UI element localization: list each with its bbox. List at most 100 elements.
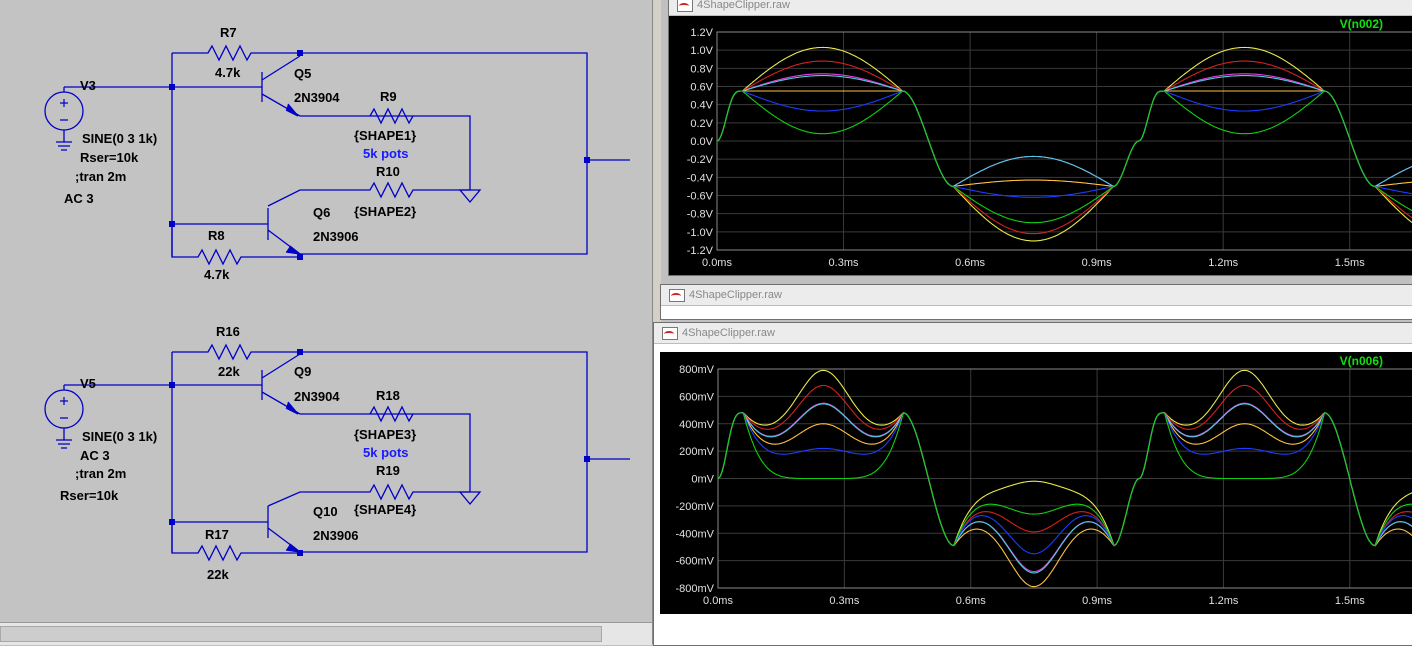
window-title: 4ShapeClipper.raw xyxy=(697,0,790,11)
trace-yellow xyxy=(717,46,1412,242)
q10-name-label: Q10 xyxy=(313,504,338,519)
r9-name-label: R9 xyxy=(380,89,397,104)
trace-green xyxy=(718,412,1412,547)
x-tick-label: 0.9ms xyxy=(1082,595,1112,607)
trace-title[interactable]: V(n002) xyxy=(1340,17,1383,31)
trace-orange xyxy=(717,90,1412,187)
window-title: 4ShapeClipper.raw xyxy=(689,289,782,301)
chart-v-n006[interactable]: 800mV 600mV 400mV 200mV 0mV -200mV -400mV -600m… xyxy=(660,352,1412,614)
y-tick-label: 0mV xyxy=(691,474,714,486)
trace-yellow xyxy=(718,369,1412,547)
y-tick-label: 800mV xyxy=(679,364,715,376)
q6-name-label: Q6 xyxy=(313,205,330,220)
schematic-horizontal-scrollbar[interactable] xyxy=(0,622,652,645)
schematic-editor[interactable]: V3 SINE(0 3 1k) Rser=10k ;tran 2m AC 3 R… xyxy=(0,0,652,645)
r18-name-label: R18 xyxy=(376,388,400,403)
trace-red xyxy=(717,60,1412,235)
trace-blue xyxy=(717,90,1412,198)
y-tick-label: -800mV xyxy=(675,583,714,595)
r10-name-label: R10 xyxy=(376,164,400,179)
pots-note-2: 5k pots xyxy=(363,445,409,460)
waveform-window-top[interactable]: 4ShapeClipper.raw 1.2V 1.0V 0.8V 0.6V 0.4V 0.… xyxy=(668,0,1412,276)
x-tick-label: 0.0ms xyxy=(702,257,732,269)
chart-v-n002[interactable]: 1.2V 1.0V 0.8V 0.6V 0.4V 0.2V 0.0V -0.2V -0.4V -0… xyxy=(669,16,1412,275)
y-tick-label: 1.2V xyxy=(690,27,713,39)
waveform-icon xyxy=(677,0,693,12)
r16-name-label: R16 xyxy=(216,324,240,339)
plot-background xyxy=(660,352,1412,614)
plot-pane-bottom[interactable]: 800mV 600mV 400mV 200mV 0mV -200mV -400mV -600m… xyxy=(660,352,1412,614)
v5-rser-label: Rser=10k xyxy=(60,488,119,503)
tran-directive-2: ;tran 2m xyxy=(75,466,126,481)
q5-name-label: Q5 xyxy=(294,66,311,81)
r17-name-label: R17 xyxy=(205,527,229,542)
y-tick-label: 600mV xyxy=(679,391,715,403)
y-tick-label: -400mV xyxy=(675,528,714,540)
y-tick-label: 0.8V xyxy=(690,63,713,75)
r10-value-label: {SHAPE2} xyxy=(354,204,416,219)
y-tick-label: -0.4V xyxy=(687,172,714,184)
window-title: 4ShapeClipper.raw xyxy=(682,327,775,339)
x-tick-label: 1.5ms xyxy=(1335,257,1365,269)
r16-value-label: 22k xyxy=(218,364,240,379)
q5-model-label: 2N3904 xyxy=(294,90,340,105)
y-tick-label: -0.2V xyxy=(687,154,714,166)
x-tick-label: 0.6ms xyxy=(955,257,985,269)
y-tick-label: 400mV xyxy=(679,419,715,431)
trace-orange xyxy=(718,412,1412,588)
x-tick-label: 0.0ms xyxy=(703,595,733,607)
y-tick-label: -0.6V xyxy=(687,191,714,203)
schematic-canvas[interactable]: V3 SINE(0 3 1k) Rser=10k ;tran 2m AC 3 R… xyxy=(0,0,652,622)
x-tick-label: 0.9ms xyxy=(1082,257,1112,269)
waveform-window-middle-titlebar[interactable]: 4ShapeClipper.raw xyxy=(661,285,1412,306)
r9-value-label: {SHAPE1} xyxy=(354,128,416,143)
r8-name-label: R8 xyxy=(208,228,225,243)
waveform-window-bottom[interactable]: 4ShapeClipper.raw 800mV 600mV 400mV 200mV 0m… xyxy=(653,322,1412,646)
y-tick-label: -1.2V xyxy=(687,245,714,257)
y-tick-label: -200mV xyxy=(675,501,714,513)
tran-directive-1: ;tran 2m xyxy=(75,169,126,184)
y-tick-label: 1.0V xyxy=(690,45,713,57)
waveform-window-middle[interactable]: 4ShapeClipper.raw xyxy=(660,284,1412,320)
v5-ac-label: AC 3 xyxy=(80,448,110,463)
waveform-icon xyxy=(669,289,685,302)
r17-value-label: 22k xyxy=(207,567,229,582)
waveform-icon xyxy=(662,327,678,340)
x-tick-label: 1.2ms xyxy=(1208,257,1238,269)
v3-params-label: SINE(0 3 1k) xyxy=(82,131,157,146)
v5-params-label: SINE(0 3 1k) xyxy=(82,429,157,444)
x-tick-label: 0.6ms xyxy=(956,595,986,607)
trace-cyan xyxy=(717,75,1412,187)
r7-name-label: R7 xyxy=(220,25,237,40)
y-tick-label: -1.0V xyxy=(687,227,714,239)
trace-green xyxy=(717,90,1412,224)
r8-value-label: 4.7k xyxy=(204,267,230,282)
trace-red xyxy=(718,384,1412,547)
plot-pane-top[interactable]: 1.2V 1.0V 0.8V 0.6V 0.4V 0.2V 0.0V -0.2V -0.4V -0… xyxy=(669,16,1412,275)
v3-name-label: V3 xyxy=(80,78,96,93)
r18-value-label: {SHAPE3} xyxy=(354,427,416,442)
q9-name-label: Q9 xyxy=(294,364,311,379)
y-tick-label: 0.6V xyxy=(690,82,713,94)
x-tick-label: 0.3ms xyxy=(829,595,859,607)
y-tick-label: 0.2V xyxy=(690,118,713,130)
waveform-window-bottom-titlebar[interactable]: 4ShapeClipper.raw xyxy=(654,323,1412,344)
x-tick-label: 1.5ms xyxy=(1335,595,1365,607)
waveform-window-top-titlebar[interactable]: 4ShapeClipper.raw xyxy=(669,0,1412,16)
v3-ac-label: AC 3 xyxy=(64,191,94,206)
plot-background xyxy=(669,16,1412,275)
r19-value-label: {SHAPE4} xyxy=(354,502,416,517)
r7-value-label: 4.7k xyxy=(215,65,241,80)
trace-cyan xyxy=(718,403,1412,574)
x-tick-label: 0.3ms xyxy=(829,257,859,269)
trace-title[interactable]: V(n006) xyxy=(1340,354,1383,368)
q6-model-label: 2N3906 xyxy=(313,229,359,244)
v3-rser-label: Rser=10k xyxy=(80,150,139,165)
v5-name-label: V5 xyxy=(80,376,96,391)
scrollbar-thumb[interactable] xyxy=(0,626,602,642)
y-tick-label: -600mV xyxy=(675,556,714,568)
r19-name-label: R19 xyxy=(376,463,400,478)
y-tick-label: 0.4V xyxy=(690,100,713,112)
pots-note-1: 5k pots xyxy=(363,146,409,161)
y-tick-label: -0.8V xyxy=(687,209,714,221)
